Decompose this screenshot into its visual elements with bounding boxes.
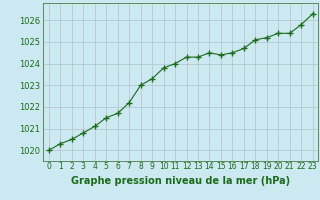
X-axis label: Graphe pression niveau de la mer (hPa): Graphe pression niveau de la mer (hPa)	[71, 176, 290, 186]
